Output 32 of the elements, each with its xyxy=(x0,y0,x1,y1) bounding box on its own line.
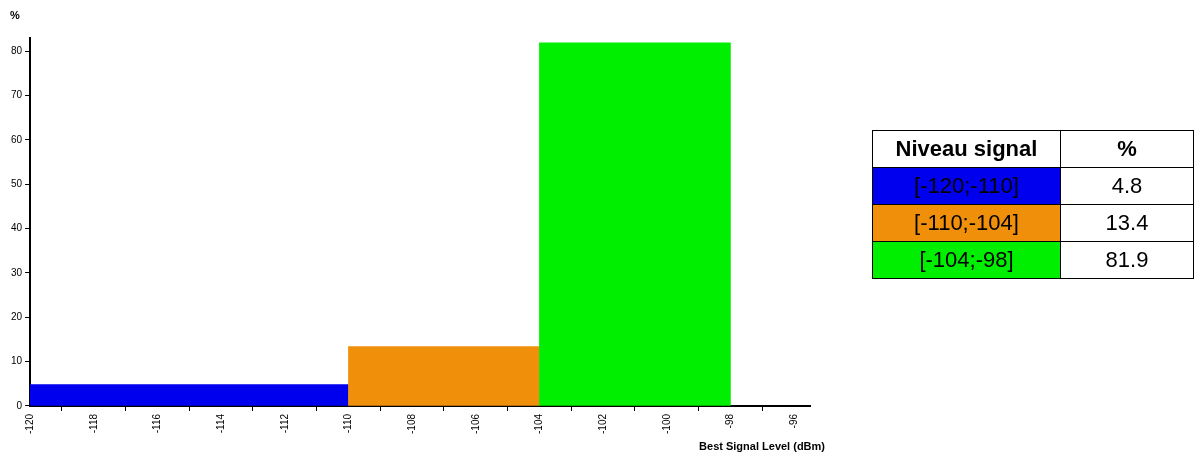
y-tick-label: 50 xyxy=(11,178,23,190)
x-tick-label: -112 xyxy=(278,413,290,434)
y-tick-label: 60 xyxy=(11,133,23,145)
x-tick-label: -106 xyxy=(469,413,481,434)
x-tick-label: -110 xyxy=(342,413,354,434)
x-tick-label: -118 xyxy=(87,413,99,434)
y-tick-label: 20 xyxy=(11,311,23,323)
x-tick-label: -120 xyxy=(23,413,35,434)
text: 4.8 xyxy=(1060,167,1194,205)
text: 13.4 xyxy=(1060,204,1194,242)
x-tick-label: -114 xyxy=(214,413,226,434)
text: % xyxy=(1117,136,1137,161)
x-tick-label: -104 xyxy=(533,413,545,434)
x-tick-label: -116 xyxy=(151,413,163,434)
category-label: [-110;-104] xyxy=(914,210,1019,235)
y-tick-label: 40 xyxy=(11,222,23,234)
legend-title: Niveau signal xyxy=(872,130,1061,168)
y-axis-title: % xyxy=(10,8,21,21)
x-tick-label: -102 xyxy=(596,413,608,434)
y-tick-label: 0 xyxy=(16,399,23,411)
y-tick-label: 10 xyxy=(11,355,23,367)
x-axis-title: Best Signal Level (dBm) xyxy=(699,439,826,452)
x-tick-label: -96 xyxy=(787,413,799,429)
category-label: [-104;-98] xyxy=(919,247,1014,272)
y-tick-label: 70 xyxy=(11,89,23,101)
x-tick-label: -100 xyxy=(660,413,672,434)
y-tick-label: 80 xyxy=(11,45,23,57)
y-tick-label: 30 xyxy=(11,266,23,278)
category-label: [-120;-110] xyxy=(914,173,1019,198)
x-tick-label: -108 xyxy=(405,413,417,434)
text: 81.9 xyxy=(1060,241,1194,279)
x-tick-label: -98 xyxy=(724,413,736,429)
